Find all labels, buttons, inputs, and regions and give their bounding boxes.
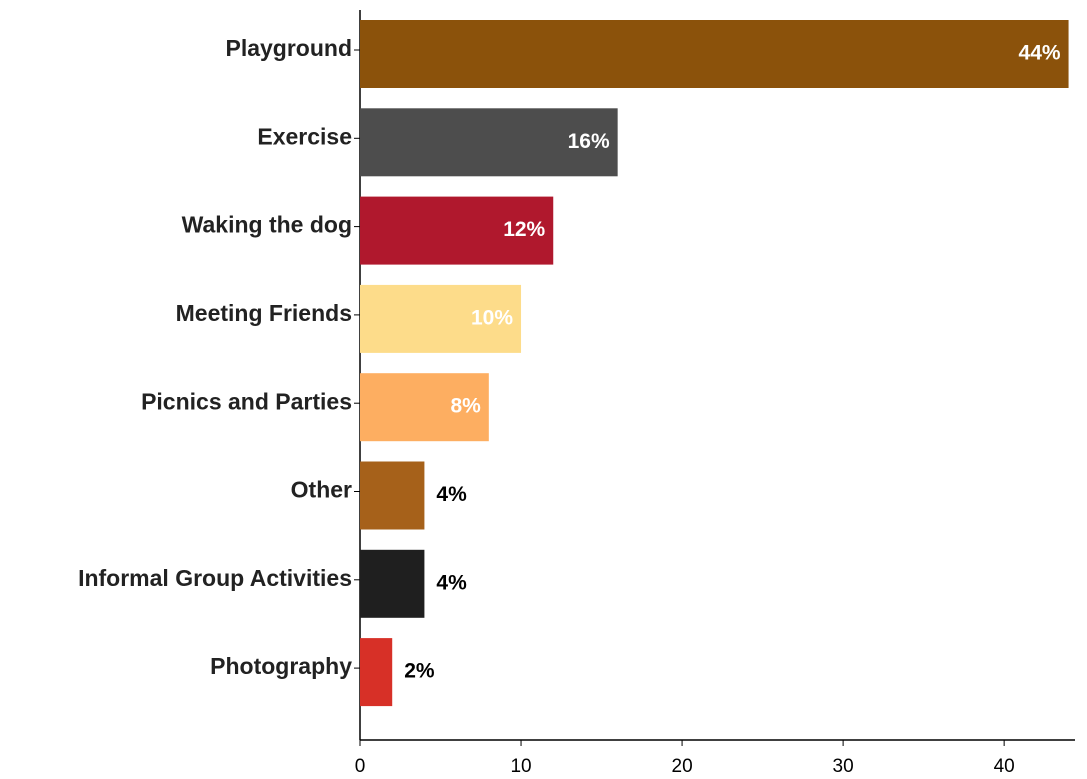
- bar: [360, 20, 1069, 88]
- value-label: 2%: [404, 660, 435, 683]
- y-tick-label: Photography: [210, 653, 352, 679]
- value-label: 12%: [503, 218, 545, 241]
- bar: [360, 196, 554, 265]
- bar: [360, 549, 425, 618]
- value-label: 10%: [471, 306, 513, 329]
- y-tick-label: Informal Group Activities: [78, 565, 352, 591]
- y-tick-label: Exercise: [257, 123, 352, 149]
- y-tick-label: Playground: [225, 35, 352, 61]
- bar: [360, 373, 489, 442]
- bar: [360, 461, 425, 530]
- x-tick-label: 30: [833, 756, 854, 777]
- value-label: 8%: [450, 395, 481, 418]
- x-tick-label: 0: [355, 756, 366, 777]
- value-label: 16%: [568, 130, 610, 153]
- bar: [360, 638, 393, 707]
- y-tick-label: Waking the dog: [182, 212, 352, 238]
- y-tick-label: Meeting Friends: [176, 300, 352, 326]
- y-tick-label: Picnics and Parties: [141, 388, 352, 414]
- value-label: 44%: [1019, 42, 1061, 65]
- bar: [360, 108, 618, 177]
- x-tick-label: 40: [994, 756, 1015, 777]
- y-tick-label: Other: [291, 477, 352, 503]
- bar: [360, 284, 522, 353]
- value-label: 4%: [436, 571, 467, 594]
- x-tick-label: 10: [510, 756, 531, 777]
- value-label: 4%: [436, 483, 467, 506]
- x-tick-label: 20: [672, 756, 693, 777]
